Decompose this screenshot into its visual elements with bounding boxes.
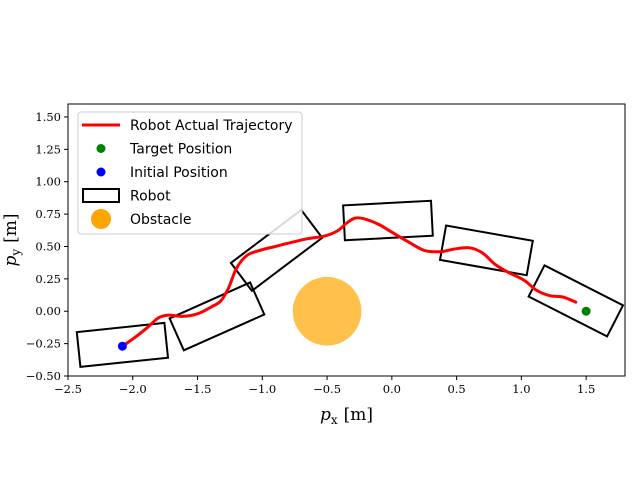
legend-dot-swatch [96,167,106,177]
x-tick-label: 1.0 [512,382,530,396]
legend-label: Robot [130,189,171,205]
legend-label: Robot Actual Trajectory [130,118,293,134]
trajectory-line [120,216,578,348]
ticks-layer: −2.5 −2.0 −1.5 −1.0 −0.5 0.0 0.5 1.0 1.5 −0.50 −0.… [26,110,596,396]
obstacle-layer [292,276,362,346]
legend-item: Obstacle [91,209,191,229]
y-tick-label: 1.50 [35,110,61,124]
robot-rectangle-2 [168,281,266,352]
trajectory-layer [120,216,578,348]
legend-label: Initial Position [130,165,228,181]
robot-rectangle-5 [438,224,534,277]
x-tick-label: −1.5 [184,382,212,396]
legend-item: Target Position [96,142,232,158]
x-tick-label: −2.5 [54,382,82,396]
initial-position-marker [117,341,127,351]
x-tick-label: −2.0 [119,382,147,396]
y-tick-label: 0.25 [35,272,61,286]
legend-items: Robot Actual Trajectory Target Position In… [82,118,293,229]
x-tick-label: 0.5 [447,382,465,396]
y-tick-label: 1.25 [35,142,61,156]
y-axis-label: py[m] [1,213,23,266]
legend-box [77,111,303,235]
robot-rectangle-6 [527,263,625,338]
x-tick-label: 0.0 [383,382,401,396]
legend-item: Initial Position [96,165,228,181]
x-tick-label: −1.0 [248,382,276,396]
legend-dot-swatch [96,144,106,153]
y-tick-label: 0.75 [35,207,61,221]
x-tick-label: −0.5 [313,382,341,396]
target-position-marker [581,306,591,316]
robot-rectangle-4 [342,199,434,242]
legend: Robot Actual Trajectory Target Position In… [77,111,303,235]
legend-item: Robot [82,188,171,205]
obstacle-circle [292,276,362,346]
y-tick-label: −0.50 [26,369,61,383]
robot-rectangle-1 [75,321,170,368]
legend-rect-swatch [82,188,120,203]
y-tick-label: 0.50 [35,239,61,253]
y-tick-label: 0.00 [35,304,61,318]
legend-item: Robot Actual Trajectory [82,118,293,134]
y-tick-label: −0.25 [26,337,61,351]
legend-label: Target Position [129,142,232,158]
axes-frame [67,103,626,377]
legend-circle-swatch [91,209,111,229]
markers-layer [117,306,591,351]
y-tick-label: 1.00 [35,175,61,189]
x-axis-label: px [m] [320,405,373,427]
x-tick-label: 1.5 [577,382,595,396]
legend-label: Obstacle [130,212,191,228]
